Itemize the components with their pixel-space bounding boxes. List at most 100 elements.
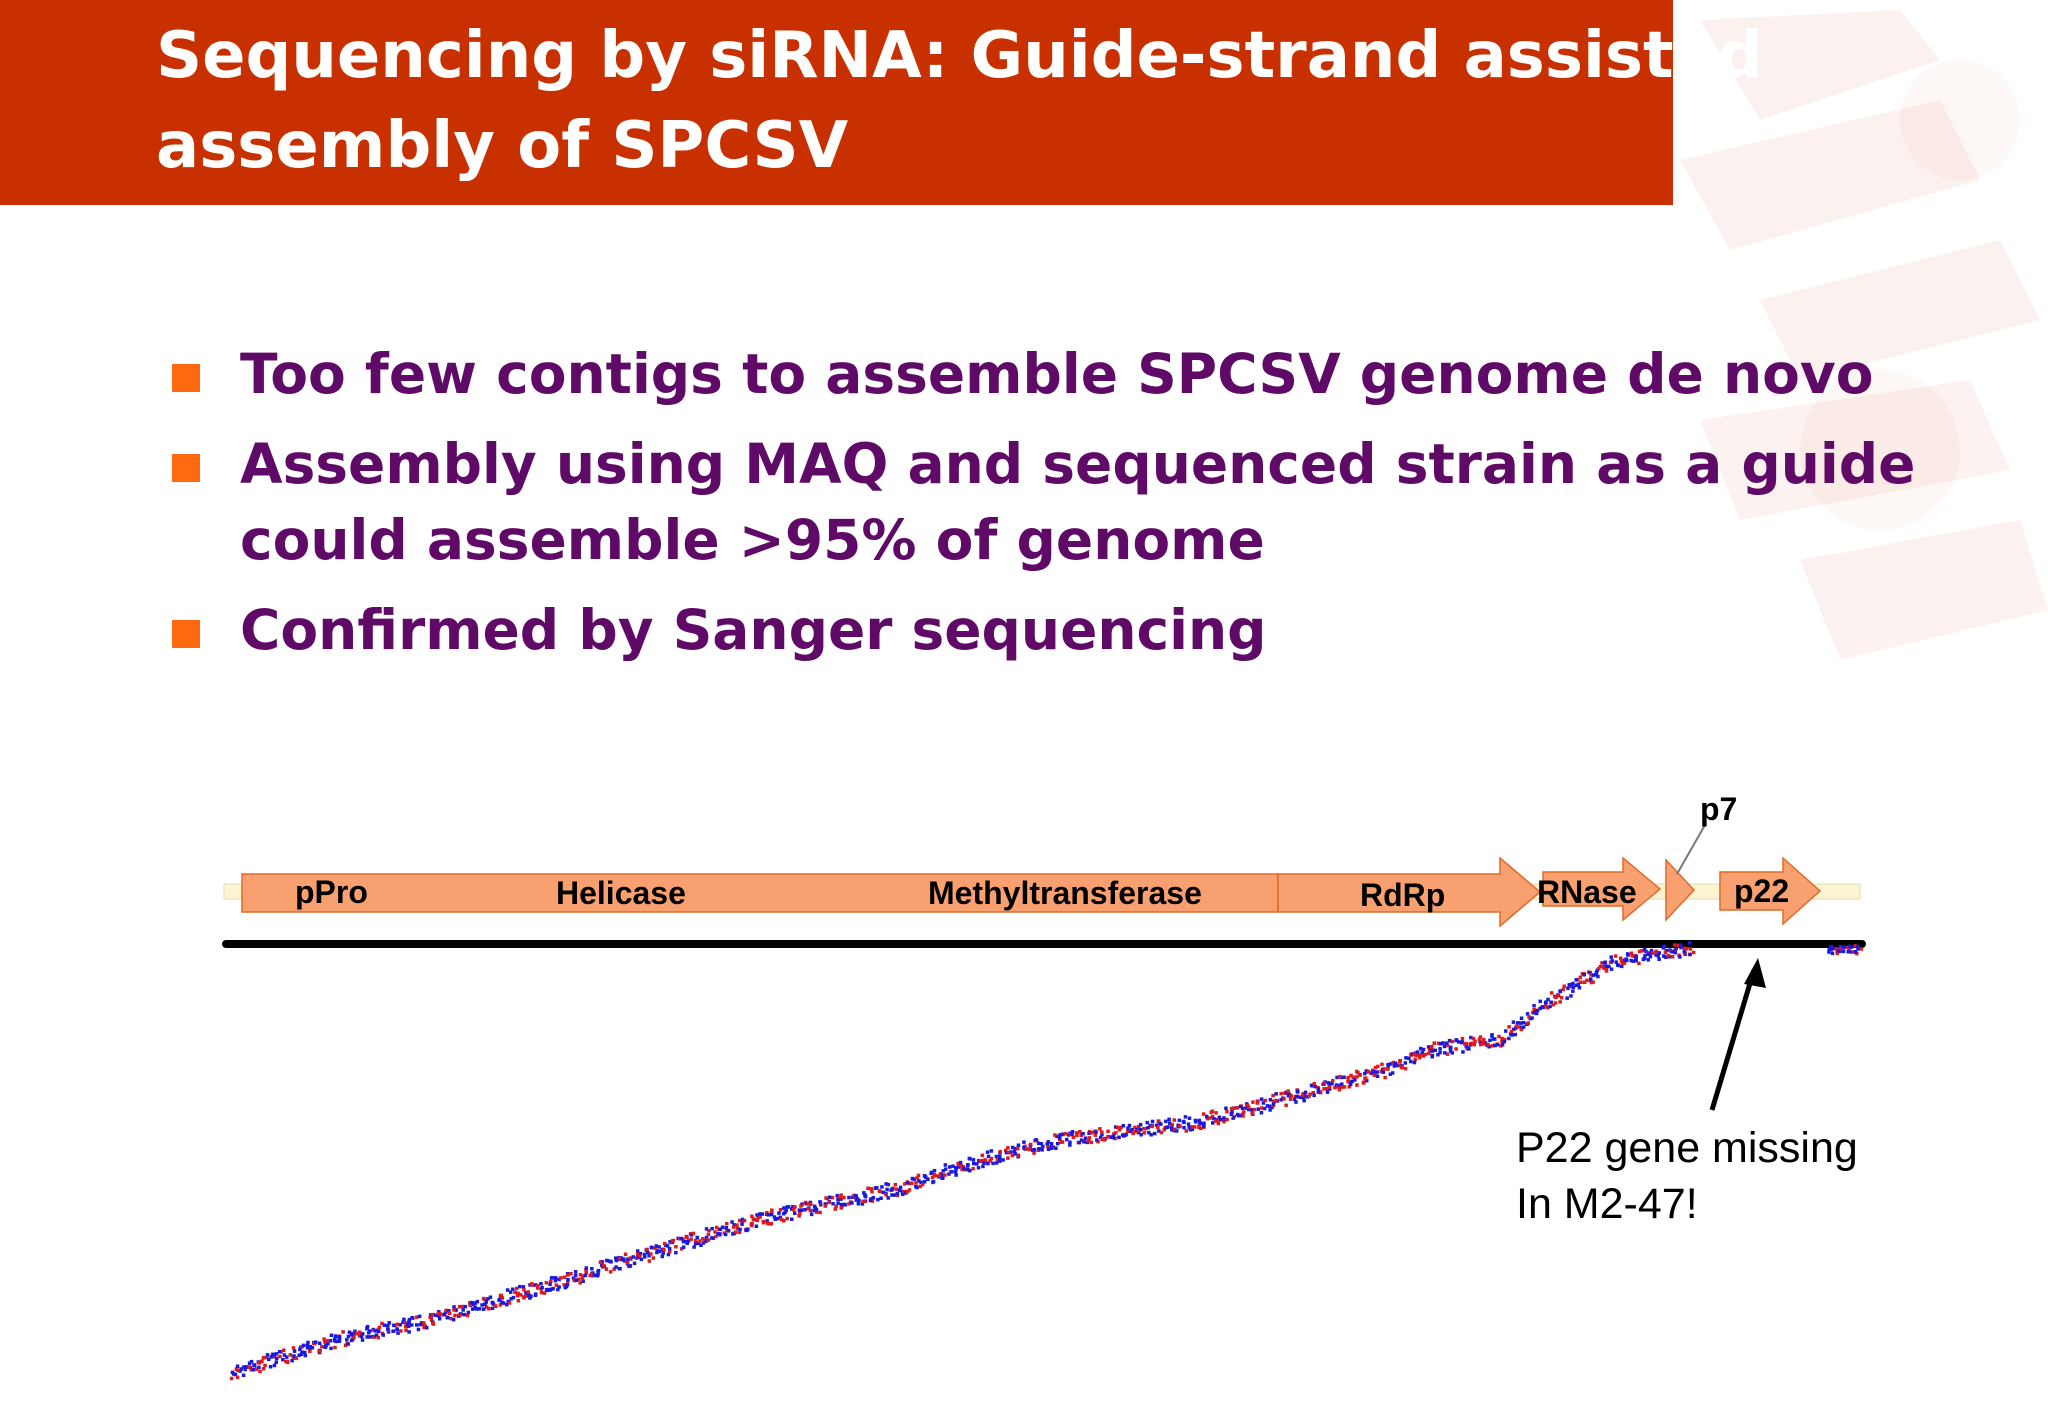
read-mark xyxy=(806,1202,810,1206)
read-mark xyxy=(1183,1115,1188,1119)
read-mark xyxy=(1829,947,1834,952)
read-mark xyxy=(415,1315,419,1319)
read-mark xyxy=(1256,1099,1260,1103)
read-mark xyxy=(288,1353,293,1357)
read-mark xyxy=(699,1243,703,1247)
read-mark xyxy=(1156,1119,1161,1123)
read-mark xyxy=(329,1346,333,1351)
read-mark xyxy=(573,1270,578,1274)
read-mark xyxy=(395,1322,400,1327)
read-mark xyxy=(303,1350,307,1355)
read-mark xyxy=(1644,949,1648,954)
read-mark xyxy=(623,1259,627,1263)
read-mark xyxy=(1342,1085,1347,1089)
read-mark xyxy=(551,1286,555,1291)
read-mark xyxy=(1194,1120,1198,1124)
read-mark xyxy=(565,1282,570,1287)
read-mark xyxy=(1598,964,1602,969)
read-mark xyxy=(1420,1050,1424,1055)
read-mark xyxy=(1510,1033,1514,1037)
read-mark xyxy=(1837,948,1841,952)
read-mark xyxy=(299,1352,304,1357)
read-mark xyxy=(236,1368,240,1373)
read-mark xyxy=(1637,949,1642,954)
read-mark xyxy=(1250,1108,1254,1112)
read-mark xyxy=(953,1170,958,1174)
read-mark xyxy=(428,1315,432,1320)
read-mark xyxy=(720,1225,725,1229)
read-mark xyxy=(1079,1133,1083,1137)
read-mark xyxy=(1142,1131,1147,1135)
read-mark xyxy=(1363,1071,1367,1076)
read-mark xyxy=(714,1234,718,1239)
read-mark xyxy=(765,1211,769,1215)
read-mark xyxy=(1521,1020,1526,1025)
read-mark xyxy=(943,1167,948,1171)
read-mark xyxy=(1373,1065,1378,1070)
read-mark xyxy=(1493,1043,1497,1047)
read-mark xyxy=(1331,1079,1335,1083)
gene-label-rdrp: RdRp xyxy=(1360,877,1445,913)
read-mark xyxy=(910,1181,914,1185)
read-mark xyxy=(449,1316,453,1321)
read-mark xyxy=(1006,1146,1010,1150)
read-mark xyxy=(1688,952,1692,957)
read-mark xyxy=(1504,1029,1508,1033)
read-mark xyxy=(1301,1096,1306,1100)
read-mark xyxy=(1286,1089,1290,1093)
read-mark xyxy=(1634,959,1638,963)
read-mark xyxy=(281,1357,285,1362)
read-mark xyxy=(790,1207,794,1211)
read-mark xyxy=(884,1182,888,1186)
read-mark xyxy=(1077,1140,1081,1145)
read-mark xyxy=(1454,1038,1458,1043)
read-mark xyxy=(1521,1025,1526,1029)
read-mark xyxy=(1150,1124,1154,1129)
read-mark xyxy=(1197,1124,1201,1128)
read-mark xyxy=(1569,994,1573,998)
read-mark xyxy=(1028,1146,1032,1151)
read-mark xyxy=(365,1335,369,1339)
read-mark xyxy=(1219,1117,1223,1122)
read-mark xyxy=(880,1185,884,1189)
read-mark xyxy=(1316,1087,1321,1091)
read-mark xyxy=(415,1323,419,1327)
read-mark xyxy=(303,1353,308,1358)
read-mark xyxy=(1070,1132,1074,1136)
read-mark xyxy=(793,1211,797,1215)
read-mark xyxy=(786,1205,791,1209)
read-mark xyxy=(252,1363,257,1368)
read-mark xyxy=(1214,1111,1218,1115)
read-mark xyxy=(1376,1064,1380,1069)
read-mark xyxy=(906,1181,910,1185)
read-mark xyxy=(1145,1120,1149,1125)
read-mark xyxy=(1204,1114,1209,1119)
read-mark xyxy=(1495,1042,1500,1047)
read-mark xyxy=(1602,966,1606,970)
read-mark xyxy=(1137,1130,1141,1135)
read-mark xyxy=(894,1187,899,1191)
read-mark xyxy=(1308,1092,1312,1096)
read-mark xyxy=(359,1334,364,1339)
page-title-line-1: Sequencing by siRNA: Guide-strand assist… xyxy=(156,19,1763,93)
read-mark xyxy=(1326,1081,1331,1085)
read-mark xyxy=(735,1226,740,1231)
read-mark xyxy=(862,1191,866,1195)
read-mark xyxy=(1134,1129,1138,1134)
read-mark xyxy=(667,1247,672,1251)
read-mark xyxy=(1270,1105,1274,1110)
read-mark xyxy=(508,1290,513,1294)
read-mark xyxy=(258,1369,262,1374)
read-mark xyxy=(1856,945,1860,950)
read-mark xyxy=(513,1290,517,1295)
read-mark xyxy=(245,1365,249,1369)
read-mark xyxy=(516,1298,521,1303)
read-mark xyxy=(473,1306,478,1310)
read-mark xyxy=(1337,1088,1342,1092)
read-mark xyxy=(367,1335,372,1339)
read-mark xyxy=(1454,1047,1458,1051)
read-mark xyxy=(410,1315,414,1320)
read-mark xyxy=(483,1302,487,1306)
read-mark xyxy=(1565,996,1569,1000)
read-mark xyxy=(1032,1151,1036,1155)
